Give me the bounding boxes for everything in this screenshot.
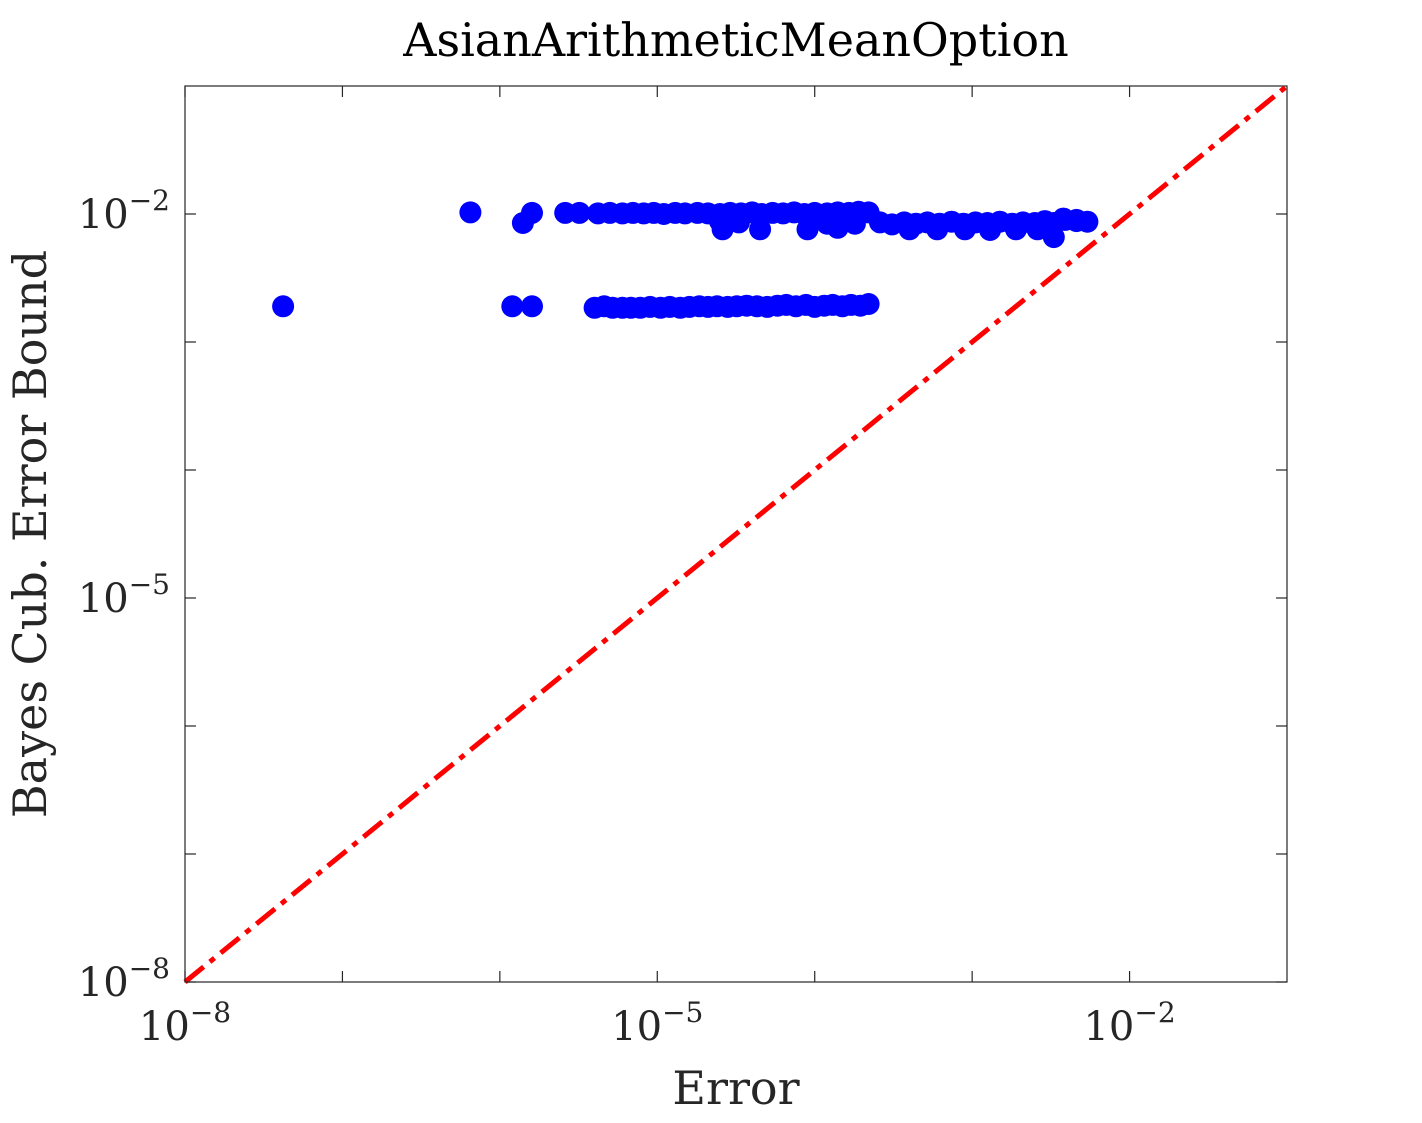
data-point <box>926 218 949 241</box>
data-point <box>272 295 295 318</box>
axis-ticks <box>184 86 1287 983</box>
data-point <box>1042 226 1065 249</box>
data-point <box>1026 218 1049 241</box>
plot-frame <box>184 85 1288 983</box>
data-point <box>521 295 543 318</box>
tick-labels: 10−8 10−5 10−2 10−8 10−5 10−2 <box>78 184 1176 1050</box>
data-point <box>1005 218 1027 241</box>
x-axis-label: Error <box>672 1061 799 1115</box>
x-tick-label: 10−2 <box>1083 996 1175 1050</box>
y-tick-label: 10−2 <box>78 184 170 238</box>
data-point <box>568 201 591 224</box>
data-point <box>953 218 976 241</box>
data-point <box>521 201 543 224</box>
x-tick-label: 10−8 <box>139 996 231 1050</box>
y-axis-label: Bayes Cub. Error Bound <box>3 250 57 818</box>
reference-line-group <box>183 84 1289 984</box>
data-points <box>272 200 1099 319</box>
data-point <box>708 210 731 233</box>
data-point <box>459 201 482 224</box>
data-point <box>501 295 524 318</box>
y-tick-label: 10−8 <box>78 952 170 1006</box>
axes-frame <box>184 85 1288 983</box>
data-point <box>979 219 1002 241</box>
data-point <box>1076 210 1099 233</box>
data-point <box>796 218 819 241</box>
data-point <box>857 293 880 315</box>
data-point <box>898 218 921 241</box>
data-point <box>749 218 772 241</box>
chart-title: AsianArithmeticMeanOption <box>402 13 1068 67</box>
data-point <box>727 211 750 234</box>
data-point <box>843 212 866 235</box>
y-tick-label: 10−5 <box>78 568 170 622</box>
data-point <box>816 212 839 235</box>
x-tick-label: 10−5 <box>611 996 703 1050</box>
reference-line <box>183 84 1289 984</box>
